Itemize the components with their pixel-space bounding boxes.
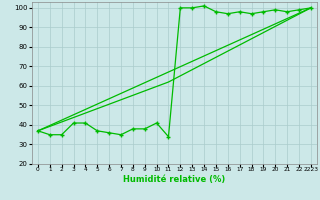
X-axis label: Humidité relative (%): Humidité relative (%) (123, 175, 226, 184)
